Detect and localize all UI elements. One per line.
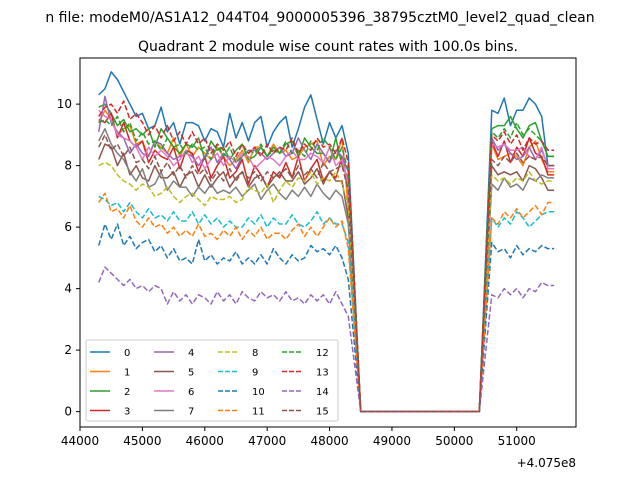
legend-label-13: 13 bbox=[316, 368, 329, 379]
series-line-4 bbox=[97, 95, 555, 413]
y-tick-label-0: 0 bbox=[64, 405, 72, 419]
x-tick-label-45000: 45000 bbox=[123, 434, 161, 448]
x-tick-label-49000: 49000 bbox=[373, 434, 411, 448]
legend-label-14: 14 bbox=[316, 387, 329, 398]
x-tick-label-44000: 44000 bbox=[61, 434, 99, 448]
legend-label-1: 1 bbox=[124, 368, 130, 379]
legend-label-3: 3 bbox=[124, 407, 130, 418]
series-line-8 bbox=[98, 161, 555, 413]
legend-label-6: 6 bbox=[188, 387, 194, 398]
y-tick-label-2: 2 bbox=[64, 343, 72, 357]
y-tick-label-10: 10 bbox=[57, 97, 72, 111]
legend-label-10: 10 bbox=[252, 387, 265, 398]
plot-frame bbox=[79, 57, 577, 428]
x-tick-label-51000: 51000 bbox=[498, 434, 536, 448]
legend-label-15: 15 bbox=[316, 407, 329, 418]
legend-label-4: 4 bbox=[188, 348, 194, 359]
series-line-15 bbox=[98, 134, 555, 413]
x-tick-label-47000: 47000 bbox=[248, 434, 286, 448]
series-line-5 bbox=[98, 143, 555, 413]
figure-suptitle: n file: modeM0/AS1A12_044T04_9000005396_… bbox=[45, 10, 594, 26]
legend-label-0: 0 bbox=[124, 348, 130, 359]
y-tick-label-6: 6 bbox=[64, 220, 72, 234]
series-line-14 bbox=[98, 266, 555, 413]
legend-box bbox=[85, 339, 339, 422]
x-axis: 44000 45000 46000 47000 48000 49000 50000 51000 bbox=[61, 427, 536, 448]
x-offset-label: +4.075e8 bbox=[517, 456, 576, 470]
x-tick-label-50000: 50000 bbox=[435, 434, 473, 448]
legend-label-11: 11 bbox=[252, 407, 265, 418]
legend-label-5: 5 bbox=[188, 368, 194, 379]
series-line-9 bbox=[98, 195, 555, 413]
x-tick-label-46000: 46000 bbox=[186, 434, 224, 448]
y-tick-label-8: 8 bbox=[64, 159, 72, 173]
legend-label-9: 9 bbox=[252, 368, 258, 379]
legend-label-12: 12 bbox=[316, 348, 329, 359]
legend-label-7: 7 bbox=[188, 407, 194, 418]
y-tick-label-4: 4 bbox=[64, 282, 72, 296]
y-axis: 0 2 4 6 8 10 bbox=[57, 97, 80, 419]
series-line-11 bbox=[98, 192, 555, 413]
legend-label-8: 8 bbox=[252, 348, 258, 359]
series-line-6 bbox=[98, 109, 555, 413]
series-line-7 bbox=[98, 127, 555, 413]
series-line-10 bbox=[97, 223, 555, 413]
legend-label-2: 2 bbox=[124, 387, 130, 398]
chart-title: Quadrant 2 module wise count rates with … bbox=[138, 39, 518, 55]
series-lines bbox=[97, 71, 555, 413]
x-tick-label-48000: 48000 bbox=[310, 434, 348, 448]
series-line-13 bbox=[98, 100, 555, 413]
